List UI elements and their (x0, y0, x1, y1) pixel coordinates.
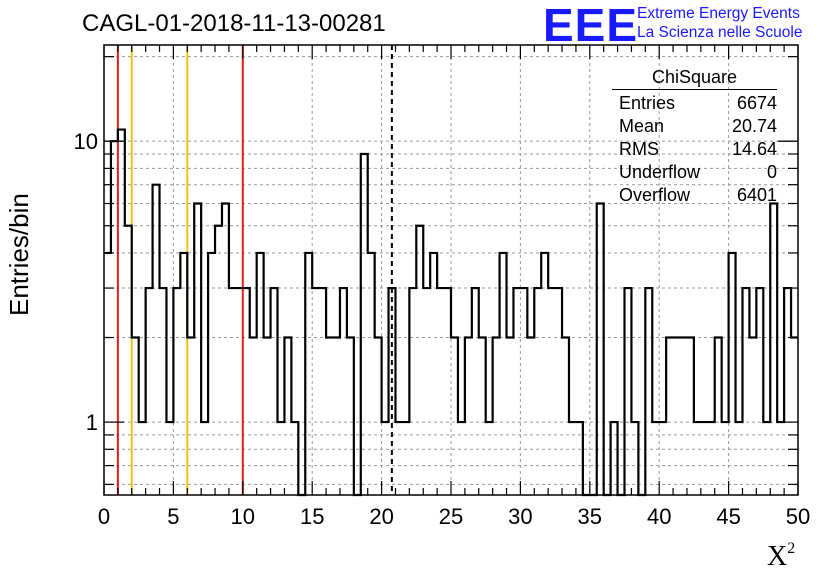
stat-value: 20.74 (731, 116, 777, 136)
x-tick-label: 35 (578, 504, 602, 529)
x-tick-label: 25 (439, 504, 463, 529)
eee-logo: EEE (543, 0, 639, 51)
stat-value: 14.64 (731, 139, 777, 159)
x-tick-label: 50 (786, 504, 810, 529)
stat-value: 6674 (736, 93, 777, 113)
stat-label: Entries (619, 93, 676, 113)
stat-row-rms: RMS 14.64 (612, 138, 777, 161)
histogram-bars (104, 128, 798, 497)
logo-line-2: La Scienza nelle Scuole (637, 24, 803, 41)
x-tick-label: 20 (369, 504, 393, 529)
y-tick-label: 1 (86, 410, 98, 435)
histogram-outline (104, 128, 798, 497)
stat-row-entries: Entries 6674 (612, 92, 777, 115)
y-axis-label: Entries/bin (4, 193, 34, 316)
axes (103, 44, 799, 496)
stat-row-mean: Mean 20.74 (612, 115, 777, 138)
x-tick-label: 45 (716, 504, 740, 529)
x-tick-label: 10 (231, 504, 255, 529)
stat-value: 0 (766, 162, 777, 182)
x-tick-label: 30 (508, 504, 532, 529)
x-tick-label: 5 (167, 504, 179, 529)
stat-label: Mean (619, 116, 665, 136)
x-tick-label: 15 (300, 504, 324, 529)
stat-row-underflow: Underflow 0 (612, 161, 777, 184)
x-axis-label: X2 (767, 540, 796, 572)
stat-label: RMS (619, 139, 659, 159)
logo-line-1: Extreme Energy Events (637, 5, 800, 22)
tick-labels: 0 5 10 15 20 25 30 35 40 45 50 1 10 (74, 129, 811, 529)
stat-row-overflow: Overflow 6401 (612, 184, 777, 207)
stat-value: 6401 (736, 185, 777, 205)
chart-title: CAGL-01-2018-11-13-00281 (82, 10, 386, 37)
x-tick-label: 40 (647, 504, 671, 529)
x-tick-label: 0 (98, 504, 110, 529)
stats-title: ChiSquare (612, 66, 777, 90)
stats-box: ChiSquare Entries 6674 Mean 20.74 RMS 14… (612, 66, 777, 207)
stat-label: Underflow (619, 162, 701, 182)
y-tick-label: 10 (74, 129, 98, 154)
stat-label: Overflow (619, 185, 691, 205)
